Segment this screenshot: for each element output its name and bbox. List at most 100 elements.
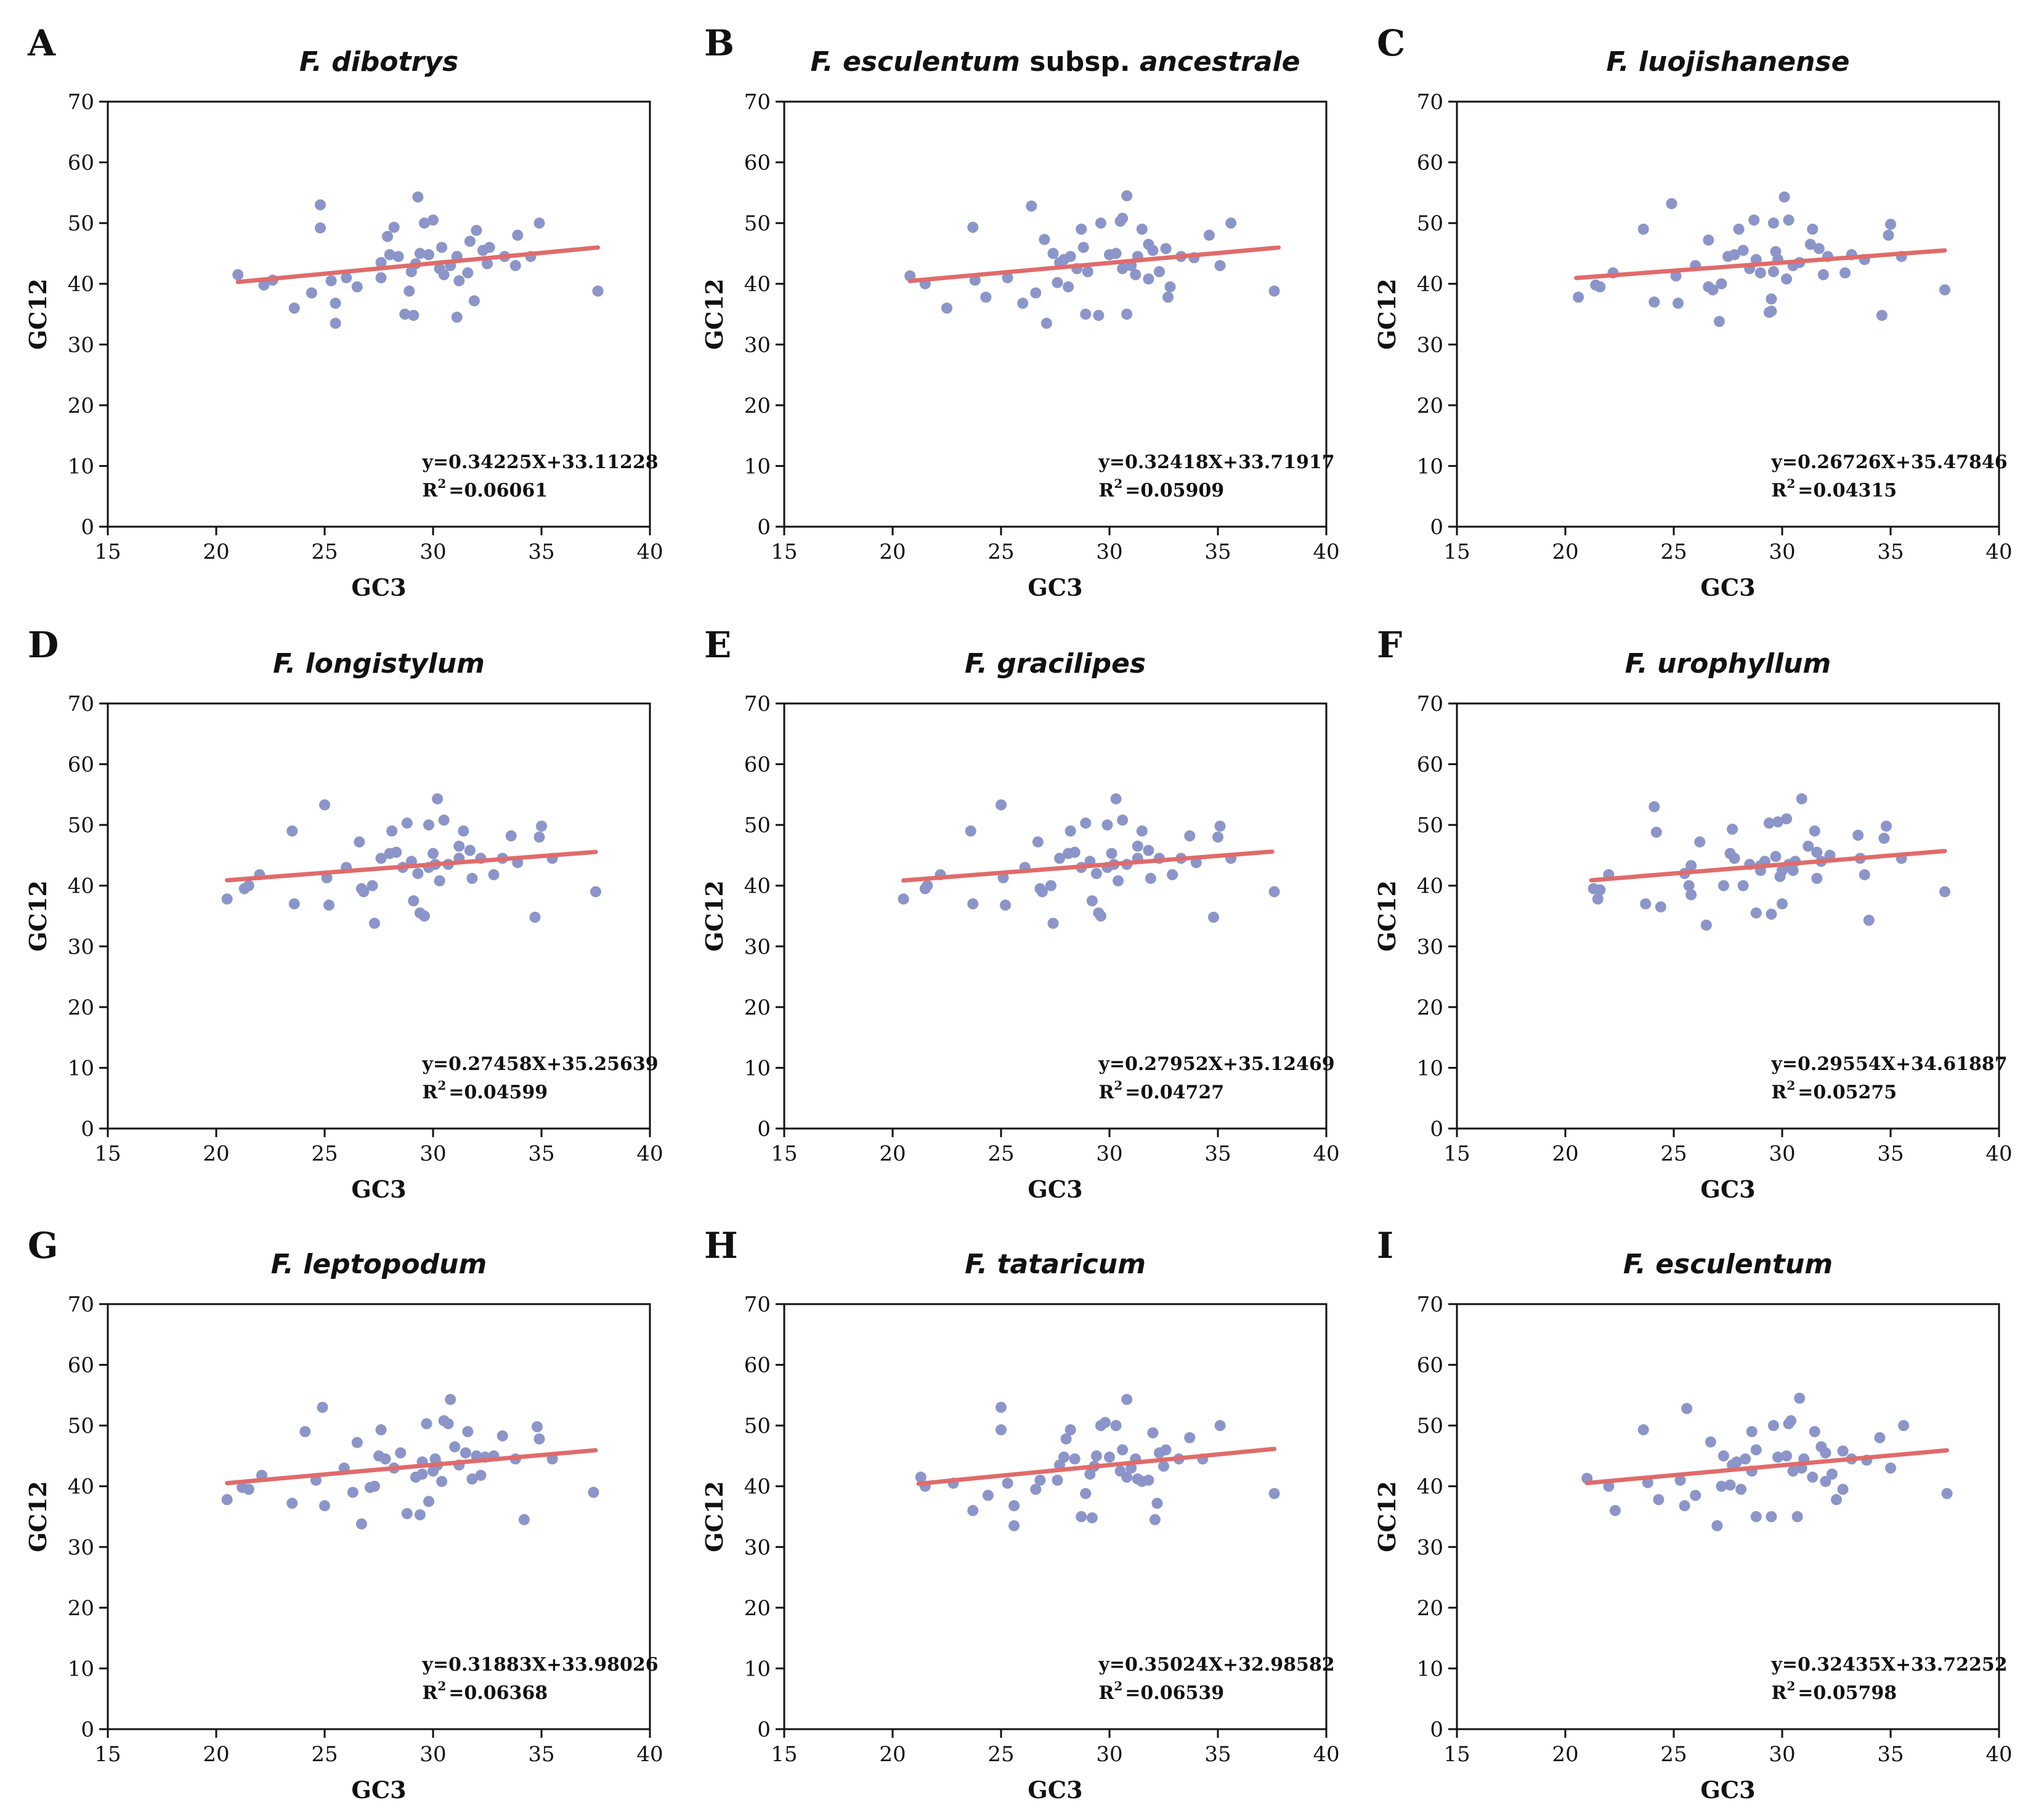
data-point: [1609, 1505, 1621, 1517]
data-point: [408, 309, 420, 321]
x-tick-label: 25: [311, 1742, 338, 1767]
x-tick-label: 20: [879, 1742, 906, 1767]
data-point: [1143, 845, 1154, 856]
data-point: [416, 1469, 428, 1480]
data-point: [1859, 869, 1870, 880]
data-point: [321, 872, 333, 883]
y-tick-label: 60: [744, 151, 771, 176]
data-point: [1767, 1420, 1779, 1432]
plot-frame: [783, 702, 1328, 1130]
data-point: [588, 1486, 599, 1498]
data-point: [1694, 836, 1706, 848]
data-point: [1807, 224, 1819, 235]
panel-b: B F. esculentum subsp. ancestrale 0 10 20 30 4…: [700, 22, 1340, 601]
x-tick-label: 15: [94, 1141, 121, 1166]
y-tick-label: 30: [68, 934, 94, 959]
x-tick-label: 20: [879, 1141, 906, 1166]
data-point: [347, 1486, 359, 1498]
data-point: [1054, 853, 1066, 864]
y-tick-label: 40: [1417, 1475, 1443, 1499]
data-point: [1093, 309, 1105, 321]
data-point: [1785, 1415, 1797, 1427]
data-point: [468, 295, 480, 307]
data-point: [1737, 245, 1749, 256]
y-axis-label: GC12: [700, 278, 728, 350]
data-point: [462, 1426, 474, 1437]
data-point: [1898, 1420, 1910, 1432]
y-tick-label: 70: [68, 90, 94, 115]
data-point: [471, 224, 482, 236]
y-tick-label: 70: [744, 1292, 771, 1317]
data-point: [1110, 248, 1122, 259]
plot-frame: [783, 1303, 1328, 1730]
y-tick-label: 60: [1417, 753, 1443, 777]
data-point: [1113, 875, 1124, 886]
r-squared-value: =0.05909: [1125, 480, 1224, 501]
data-point: [438, 814, 450, 826]
data-point: [1876, 309, 1888, 321]
data-point: [466, 872, 478, 884]
x-tick-label: 20: [1552, 1742, 1578, 1767]
data-point: [1796, 793, 1807, 805]
y-axis-label: GC12: [700, 1481, 728, 1552]
y-axis-label: GC12: [24, 1481, 52, 1552]
data-point: [1158, 1461, 1169, 1472]
panel-g: G F. leptopodum 0 10 20 30 40 50 60 70 15 20 25 30 35 4…: [24, 1225, 663, 1804]
data-point: [1778, 191, 1790, 203]
data-point: [1716, 278, 1727, 290]
y-tick-label: 0: [757, 1117, 771, 1141]
regression-equation: y=0.35024X+32.98582: [1098, 1654, 1334, 1676]
data-point: [1162, 291, 1174, 303]
data-point: [1036, 886, 1048, 898]
data-point: [1803, 840, 1814, 852]
y-axis-label: GC12: [1373, 1481, 1401, 1552]
title-species: F. dibotrys: [299, 46, 458, 78]
y-tick-label: 60: [744, 1353, 771, 1378]
data-point: [1939, 886, 1950, 898]
r-squared-label: R: [1098, 1082, 1114, 1103]
data-point: [1729, 249, 1740, 261]
r-squared-exponent: 2: [437, 1679, 446, 1693]
regression-line: [225, 1448, 598, 1486]
data-point: [1017, 298, 1029, 309]
title-species: F. esculentum: [811, 46, 1020, 78]
data-point: [1063, 281, 1074, 293]
data-point: [1787, 1465, 1799, 1477]
regression-equation: y=0.32418X+33.71917: [1098, 452, 1334, 473]
data-point: [1766, 909, 1777, 920]
r-squared-value: =0.04727: [1125, 1082, 1224, 1103]
data-point: [375, 257, 387, 269]
data-point: [1727, 824, 1738, 835]
data-point: [232, 269, 244, 280]
data-point: [1086, 1512, 1098, 1523]
y-tick-label: 10: [68, 1656, 94, 1681]
y-tick-label: 70: [68, 692, 94, 716]
data-point: [1151, 1498, 1163, 1509]
data-point: [533, 831, 545, 843]
x-axis-label: GC3: [1028, 574, 1082, 601]
data-point: [1733, 224, 1745, 235]
regression-line: [1589, 849, 1947, 883]
r-squared-label: R: [422, 480, 438, 501]
r-squared-label: R: [1098, 480, 1114, 501]
y-tick-label: 10: [68, 454, 94, 479]
data-point: [1737, 880, 1749, 891]
r-squared-exponent: 2: [1786, 1078, 1795, 1093]
data-point: [1766, 306, 1777, 317]
data-point: [1837, 1483, 1849, 1495]
y-tick-label: 10: [744, 1656, 771, 1681]
y-tick-label: 40: [68, 1475, 94, 1499]
y-tick-label: 70: [744, 692, 771, 716]
r-squared-value: =0.06368: [448, 1682, 548, 1704]
data-point: [898, 893, 909, 905]
data-point: [1766, 293, 1777, 305]
regression-equation: y=0.34225X+33.11228: [421, 452, 658, 473]
data-point: [462, 267, 474, 278]
data-point: [1594, 281, 1606, 293]
y-tick-label: 30: [1417, 934, 1443, 959]
y-tick-label: 20: [1417, 995, 1443, 1020]
y-tick-label: 10: [1417, 1056, 1443, 1080]
data-point: [368, 1480, 380, 1492]
title-species: F. urophyllum: [1625, 648, 1831, 679]
y-tick-label: 20: [68, 995, 94, 1020]
